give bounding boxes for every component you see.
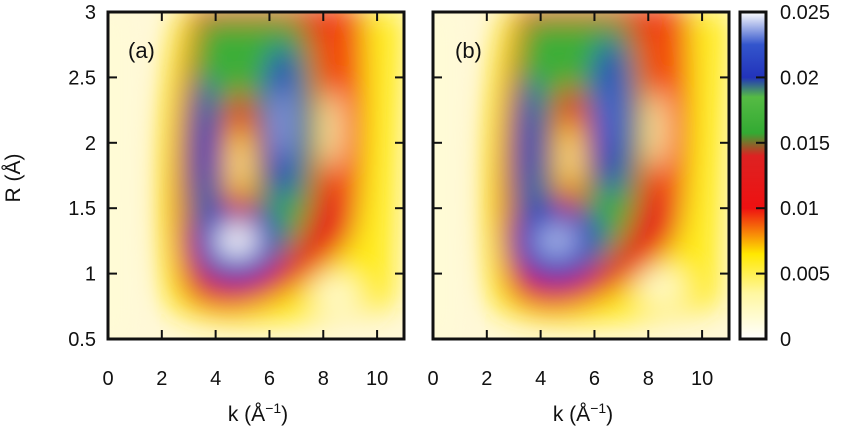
colorbar-tick-label: 0 — [780, 329, 791, 351]
x-tick-label: 4 — [535, 368, 546, 390]
heat-region-inner-white-a — [234, 146, 246, 184]
x-tick-label: 10 — [691, 368, 713, 390]
colorbar: 0 0.005 0.01 0.015 0.02 0.025 — [738, 2, 830, 351]
heat-spot-bottom-right-b — [637, 270, 686, 303]
heatmap-b — [433, 12, 729, 339]
panel-label-a: (a) — [128, 38, 155, 63]
x-tick-label: 10 — [366, 368, 388, 390]
colorbar-gradient — [740, 12, 766, 339]
x-tick-label: 0 — [427, 368, 438, 390]
x-axis-ticks-a: 0 2 4 6 8 10 — [102, 12, 388, 390]
x-axis-title-b-close: ) — [606, 403, 613, 426]
x-tick-label: 4 — [210, 368, 221, 390]
heat-peak-right-a — [276, 86, 290, 160]
x-tick-label: 2 — [156, 368, 167, 390]
x-axis-title-a-close: ) — [281, 403, 288, 426]
y-tick-label: 2 — [85, 133, 96, 155]
heat-region-lobe-center-b — [646, 90, 666, 169]
panel-label-b: (b) — [455, 38, 482, 63]
colorbar-tick-label: 0.015 — [780, 133, 830, 155]
colorbar-tick-label: 0.025 — [780, 2, 830, 24]
y-tick-label: 0.5 — [68, 329, 96, 351]
colorbar-tick-label: 0.02 — [780, 67, 819, 89]
x-tick-label: 2 — [481, 368, 492, 390]
heatmap-panel-a: (a) — [106, 10, 406, 341]
y-tick-label: 1 — [85, 264, 96, 286]
y-tick-label: 3 — [85, 2, 96, 24]
x-axis-ticks-b: 0 2 4 6 8 10 — [427, 12, 713, 390]
colorbar-tick-label: 0.005 — [780, 264, 830, 286]
plot-frame-b — [431, 10, 731, 341]
heat-edge-left-a — [108, 12, 127, 339]
x-tick-label: 6 — [589, 368, 600, 390]
colorbar-tick-label: 0.01 — [780, 198, 819, 220]
heat-spot-bottom-right-a — [312, 277, 361, 309]
heat-region-blue-left-a — [191, 77, 219, 222]
colorbar-frame — [738, 10, 768, 341]
x-axis-title-a-sup: −1 — [265, 400, 281, 416]
x-tick-label: 6 — [264, 368, 275, 390]
x-tick-label: 8 — [643, 368, 654, 390]
x-axis-title-b: k (Å−1) — [553, 400, 613, 426]
y-axis-ticks: 0.5 1 1.5 2 2.5 3 — [68, 2, 729, 351]
heat-region-inner-white-b — [564, 140, 576, 177]
heat-peak-bottom-a — [215, 225, 259, 257]
heatmap-a — [108, 12, 404, 339]
y-tick-label: 2.5 — [68, 67, 96, 89]
heat-edge-left-b — [433, 12, 452, 339]
x-axis-title-b-sup: −1 — [590, 400, 606, 416]
heat-peak-right-b — [603, 80, 618, 154]
colorbar-ticks: 0 0.005 0.01 0.015 0.02 0.025 — [756, 2, 830, 351]
plot-frame-a — [106, 10, 406, 341]
y-tick-label: 1.5 — [68, 198, 96, 220]
heatmap-panel-b: (b) — [431, 10, 731, 341]
heat-peak-bottom-b — [535, 225, 579, 257]
x-tick-label: 0 — [102, 368, 113, 390]
x-tick-label: 8 — [318, 368, 329, 390]
x-axis-title-a-main: k (Å — [228, 403, 265, 426]
x-axis-title-a: k (Å−1) — [228, 400, 288, 426]
heat-region-lobe-center-a — [321, 90, 341, 169]
x-axis-title-b-main: k (Å — [553, 403, 590, 426]
y-axis-title: R (Å) — [2, 154, 25, 203]
heat-region-blue-left-b — [516, 77, 544, 222]
